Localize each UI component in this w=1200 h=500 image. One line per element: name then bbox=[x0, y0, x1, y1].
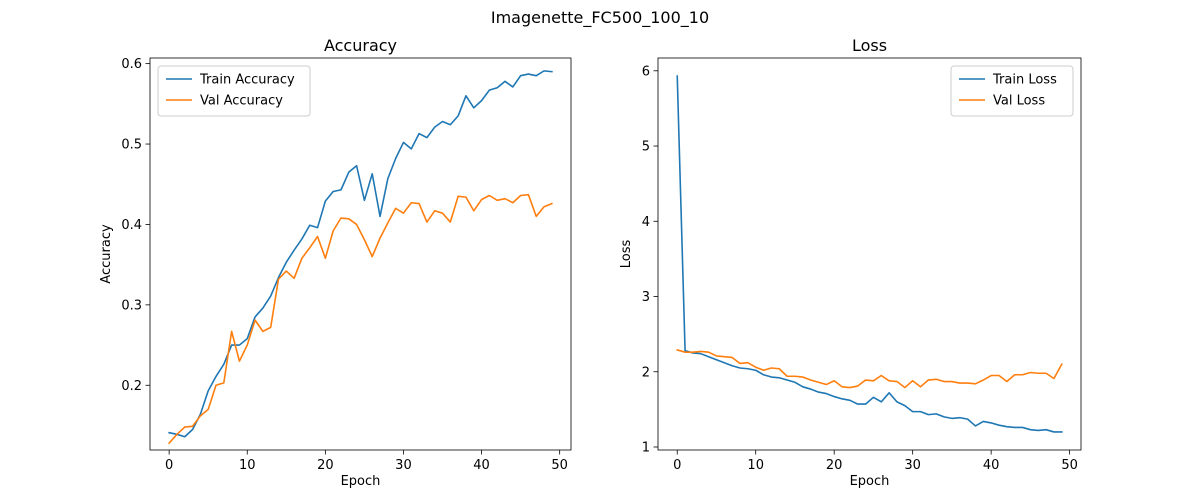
figure-suptitle: Imagenette_FC500_100_10 bbox=[491, 8, 709, 28]
loss-x-tick-label: 50 bbox=[1061, 458, 1078, 473]
accuracy-x-tick-label: 40 bbox=[473, 458, 490, 473]
loss-legend: Train Loss Val Loss bbox=[950, 65, 1074, 117]
loss-legend-label-val-loss: Val Loss bbox=[993, 94, 1045, 109]
accuracy-x-axis-label: Epoch bbox=[341, 474, 381, 489]
accuracy-y-tick-label: 0.3 bbox=[121, 298, 142, 313]
accuracy-x-tick-label: 30 bbox=[395, 458, 412, 473]
accuracy-legend-label-val-accuracy: Val Accuracy bbox=[200, 94, 283, 109]
loss-x-tick-label: 30 bbox=[904, 458, 921, 473]
accuracy-y-tick-label: 0.4 bbox=[121, 218, 142, 233]
accuracy-x-tick-label: 10 bbox=[239, 458, 256, 473]
accuracy-legend-label-train-accuracy: Train Accuracy bbox=[199, 73, 295, 88]
loss-series-train-loss-line bbox=[676, 75, 1063, 433]
loss-y-tick-label: 4 bbox=[642, 215, 650, 230]
loss-x-axis-label: Epoch bbox=[850, 474, 890, 489]
loss-series-val-loss-line bbox=[676, 348, 1063, 389]
loss-y-tick-label: 3 bbox=[642, 290, 650, 305]
accuracy-y-tick-label: 0.2 bbox=[121, 379, 142, 394]
accuracy-x-tick-label: 0 bbox=[165, 458, 173, 473]
accuracy-legend: Train Accuracy Val Accuracy bbox=[157, 65, 311, 117]
loss-y-axis-label: Loss bbox=[619, 240, 634, 269]
loss-y-tick-label: 2 bbox=[642, 365, 650, 380]
accuracy-x-tick-label: 20 bbox=[317, 458, 334, 473]
accuracy-chart: Accuracy 0 10 20 30 40 50 0.2 0.3 0.4 0.5 0.6 Epoch A… bbox=[99, 36, 572, 489]
loss-chart-title: Loss bbox=[852, 36, 887, 55]
accuracy-plot-area bbox=[149, 57, 572, 451]
accuracy-y-tick-label: 0.5 bbox=[121, 138, 142, 153]
accuracy-legend-box bbox=[157, 65, 311, 117]
loss-x-tick-label: 40 bbox=[983, 458, 1000, 473]
accuracy-y-axis-label: Accuracy bbox=[99, 224, 114, 284]
accuracy-series-train-accuracy-line bbox=[168, 70, 553, 438]
accuracy-series-val-accuracy-line bbox=[168, 193, 553, 445]
loss-x-tick-label: 20 bbox=[826, 458, 843, 473]
loss-legend-label-train-loss: Train Loss bbox=[992, 73, 1057, 88]
loss-x-tick-label: 0 bbox=[673, 458, 681, 473]
loss-plot-area bbox=[657, 57, 1082, 451]
loss-x-tick-label: 10 bbox=[747, 458, 764, 473]
loss-y-tick-label: 5 bbox=[642, 140, 650, 155]
accuracy-chart-title: Accuracy bbox=[324, 36, 397, 55]
loss-chart: Loss 0 10 20 30 40 50 1 2 3 4 5 6 Epoch Loss Train Loss… bbox=[619, 36, 1082, 489]
loss-y-tick-label: 6 bbox=[642, 64, 650, 79]
accuracy-y-tick-label: 0.6 bbox=[121, 57, 142, 72]
accuracy-x-tick-label: 50 bbox=[551, 458, 568, 473]
loss-y-tick-label: 1 bbox=[642, 440, 650, 455]
